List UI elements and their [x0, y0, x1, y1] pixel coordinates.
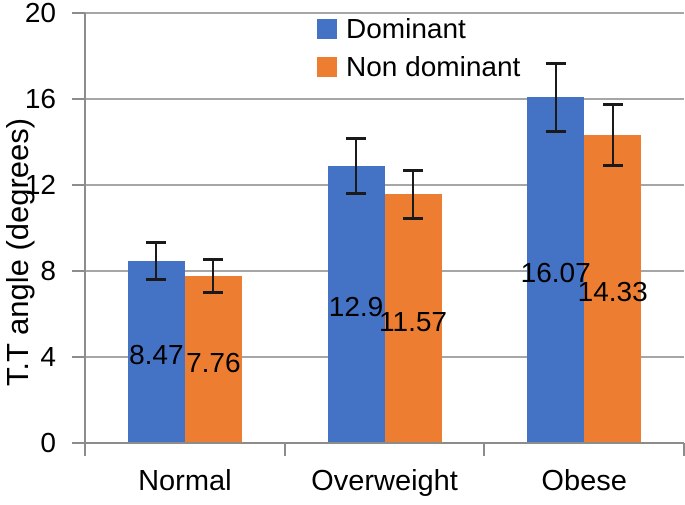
error-bar-line [212, 258, 215, 294]
bar-value-label: 16.07 [520, 257, 591, 289]
legend: Dominant Non dominant [317, 13, 521, 82]
x-axis-tick [683, 443, 685, 456]
legend-label-non-dominant: Non dominant [346, 51, 521, 82]
y-tick-label: 0 [40, 427, 56, 458]
legend-swatch-dominant-icon [317, 19, 337, 39]
x-axis-tick [283, 443, 286, 456]
y-axis-line [84, 13, 86, 456]
bar-value-label: 8.47 [129, 338, 184, 370]
gridline [85, 12, 684, 14]
x-axis-line [72, 442, 684, 444]
error-bar-cap-bottom [403, 216, 423, 220]
error-bar-cap-bottom [545, 129, 566, 133]
gridline [85, 98, 684, 100]
gridline [85, 184, 684, 186]
y-tick-label: 16 [24, 83, 56, 114]
x-category-label: Normal [138, 465, 232, 497]
bar-value-label: 7.76 [186, 346, 241, 378]
error-bar-cap-bottom [203, 291, 224, 295]
x-axis-tick [483, 443, 486, 456]
error-bar-cap-bottom [146, 278, 167, 282]
bar-non-dominant-overweight [384, 194, 442, 443]
error-bar-cap-bottom [602, 164, 623, 168]
bar-value-label: 11.57 [379, 305, 447, 337]
legend-swatch-non-dominant-icon [317, 57, 337, 77]
bar-non-dominant-normal [184, 276, 242, 443]
y-tick-label: 20 [24, 0, 56, 28]
bar-value-label: 12.9 [328, 291, 384, 323]
error-bar-line [554, 63, 557, 132]
bar-dominant-overweight [327, 165, 385, 443]
y-axis-tick [72, 356, 85, 358]
error-bar-line [611, 103, 614, 167]
error-bar-line [412, 169, 414, 219]
bar-value-label: 14.33 [577, 275, 648, 307]
error-bar-cap-top [403, 168, 423, 172]
y-tick-label: 4 [40, 341, 56, 372]
legend-item-dominant: Dominant [317, 13, 520, 44]
x-category-label: Overweight [311, 465, 458, 497]
y-axis-tick [72, 270, 85, 272]
bar-non-dominant-obese [584, 134, 642, 443]
legend-label-dominant: Dominant [346, 13, 466, 44]
error-bar-line [355, 137, 357, 194]
y-axis-tick [72, 98, 85, 100]
legend-item-non-dominant: Non dominant [317, 51, 521, 82]
error-bar-cap-top [203, 257, 224, 261]
error-bar-cap-top [146, 240, 167, 244]
bar-dominant-obese [527, 97, 585, 443]
y-tick-label: 8 [40, 255, 56, 286]
error-bar-cap-top [602, 102, 623, 106]
error-bar-cap-bottom [346, 191, 366, 195]
error-bar-line [155, 241, 158, 281]
y-axis-tick [72, 12, 85, 14]
y-tick-label: 12 [24, 169, 56, 200]
error-bar-cap-top [545, 62, 566, 66]
error-bar-cap-top [346, 136, 366, 140]
y-axis-tick [72, 184, 85, 186]
bar-dominant-normal [127, 260, 185, 443]
x-category-label: Obese [541, 465, 627, 497]
